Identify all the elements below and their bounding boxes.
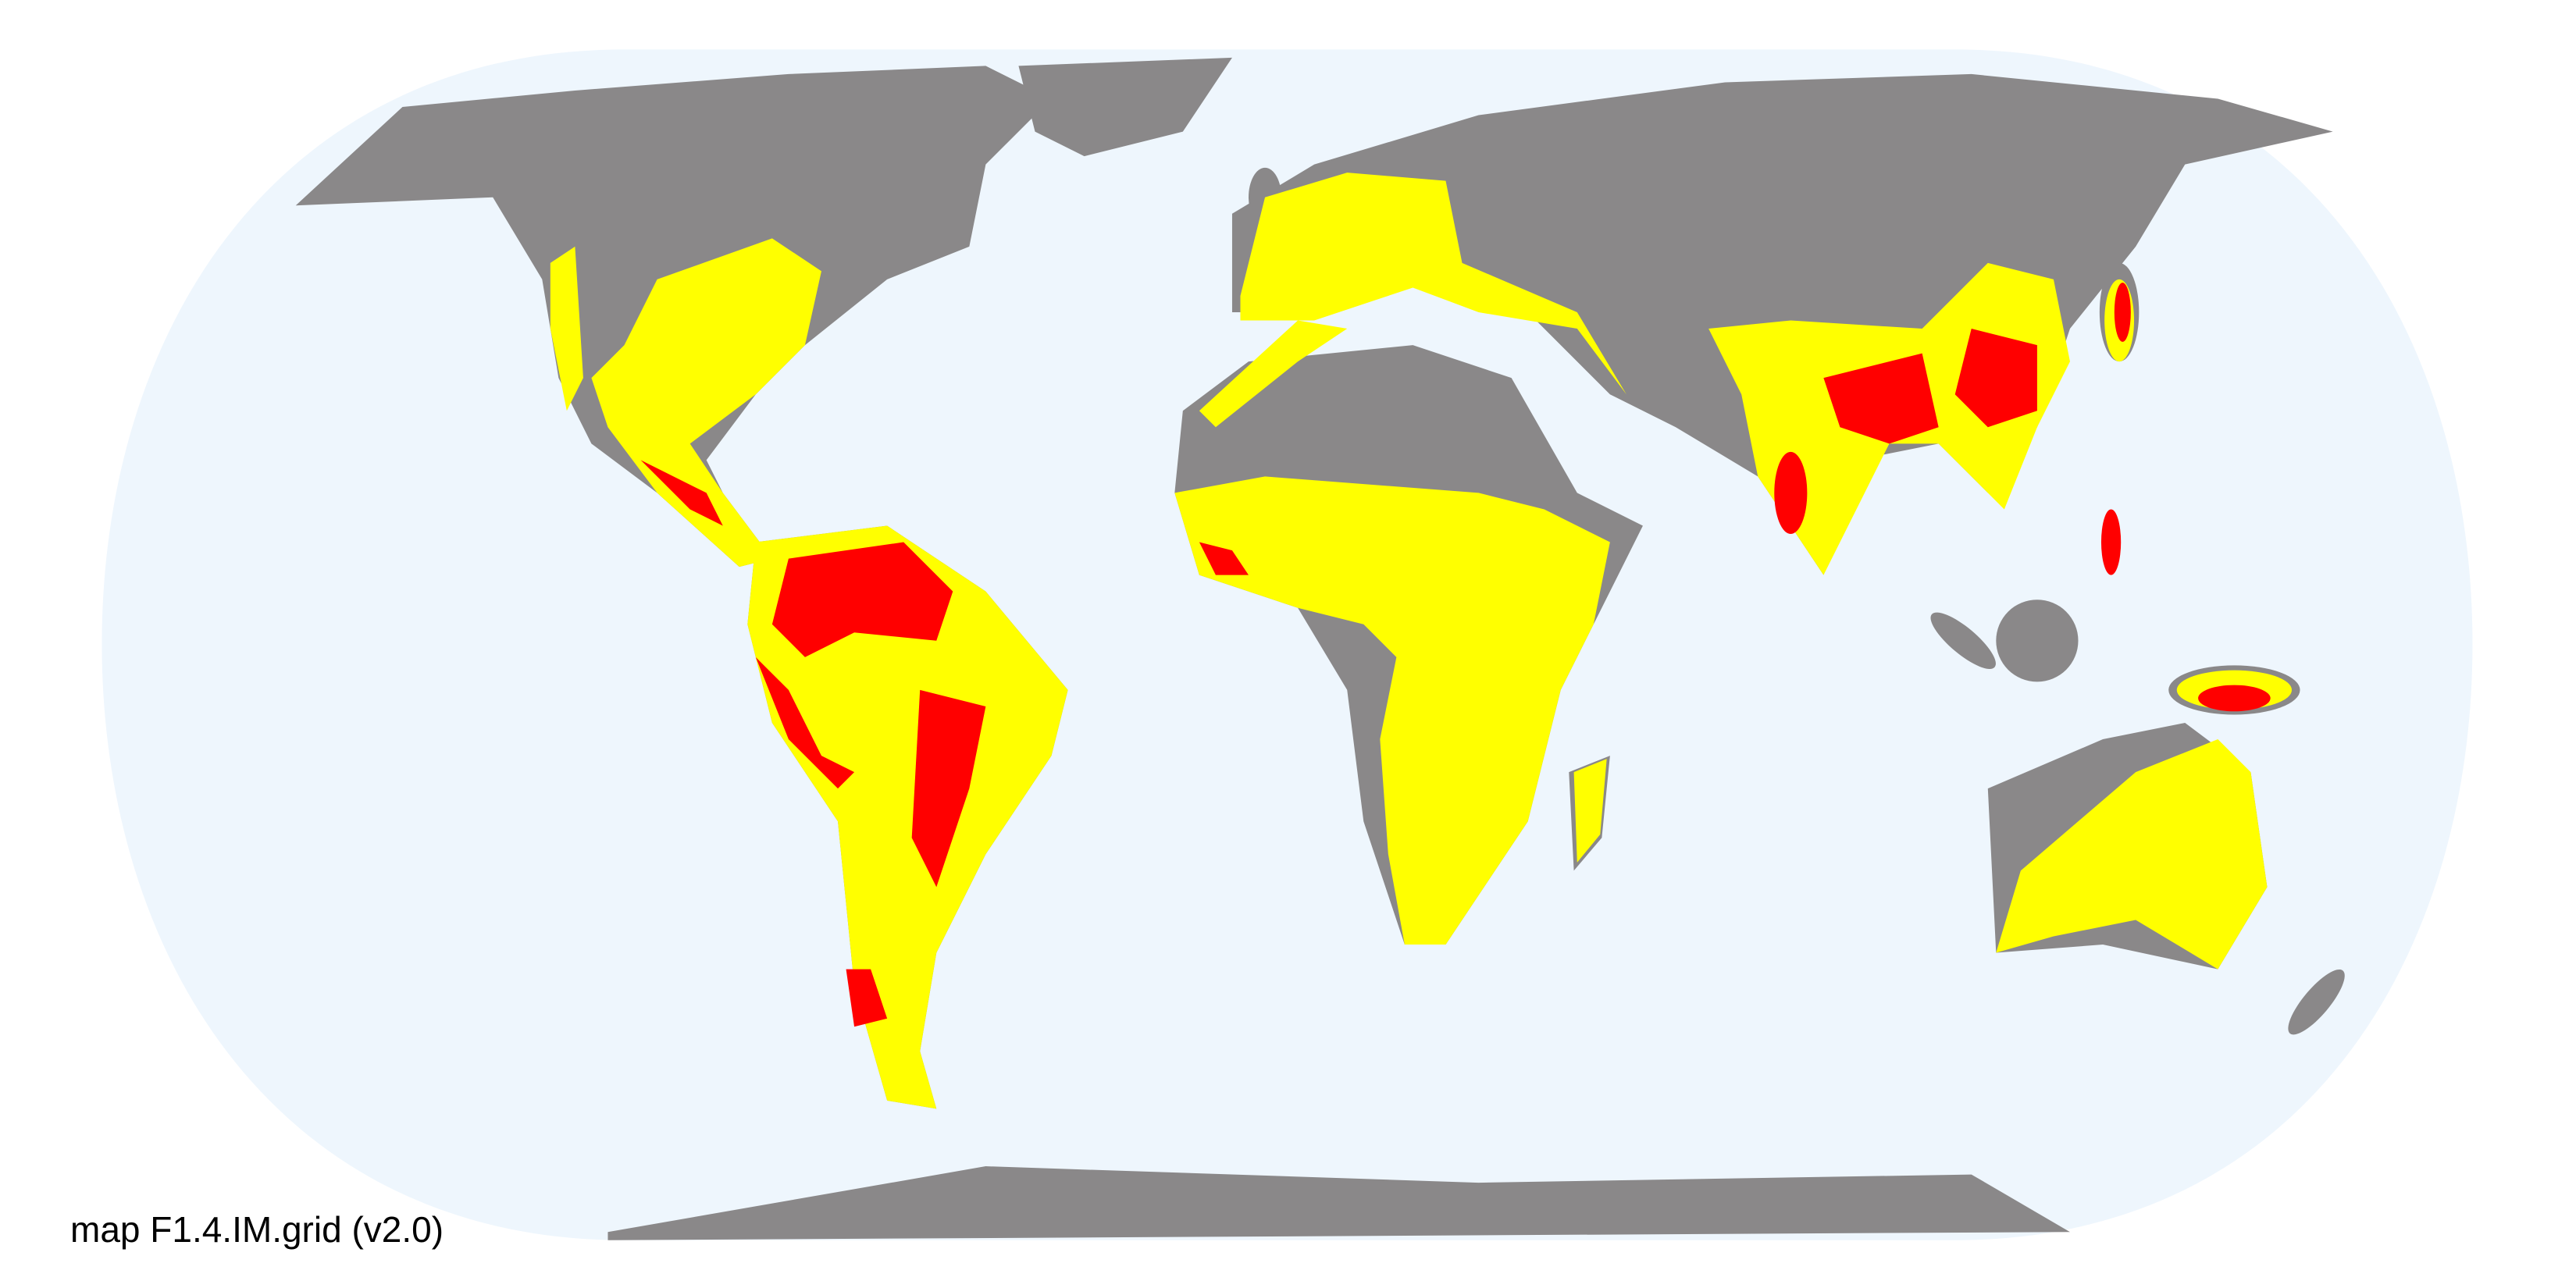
australia-north (1996, 739, 2268, 970)
category-high-areas (640, 283, 2271, 1027)
mexico (640, 460, 723, 526)
na-east (591, 238, 821, 568)
map-caption: map F1.4.IM.grid (v2.0) (70, 1209, 444, 1250)
indo-gangetic (1823, 353, 1939, 444)
brazil (911, 689, 986, 888)
africa-north (1199, 320, 1348, 428)
antarctica (607, 1166, 2070, 1240)
sumatra (1930, 612, 1996, 669)
greenland (1018, 57, 1232, 157)
new-zealand (2288, 969, 2345, 1035)
africa-sahel (1174, 476, 1610, 945)
madagascar-yellow (1573, 759, 1607, 863)
china-east (1954, 329, 2037, 428)
borneo (1996, 600, 2079, 682)
sa-main (747, 525, 1068, 1109)
philippines-red (2100, 509, 2122, 575)
europe (1240, 173, 1626, 395)
amazon (771, 542, 953, 657)
new-guinea-red (2198, 685, 2271, 712)
india-south-red (1774, 451, 1808, 535)
na-west (550, 246, 583, 411)
japan-red (2114, 283, 2131, 342)
west-africa (1199, 542, 1249, 575)
patagonia (846, 969, 888, 1027)
